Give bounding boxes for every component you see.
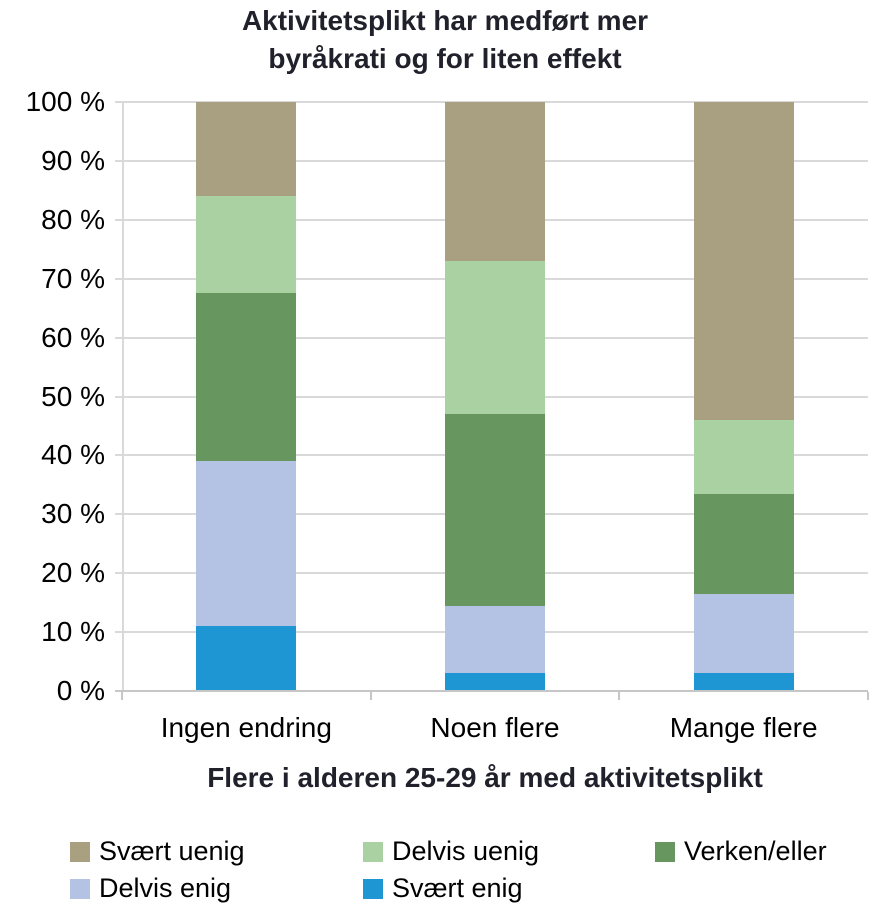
y-axis-tick-label: 80 % <box>41 203 105 235</box>
legend-label: Delvis enig <box>99 873 232 903</box>
legend-item: Svært uenig <box>70 836 245 867</box>
legend-item: Delvis uenig <box>363 836 539 867</box>
bar-segment <box>445 605 545 674</box>
bar-segment <box>196 293 297 462</box>
y-axis-tick-label: 30 % <box>41 498 105 530</box>
x-axis-tick <box>369 692 372 700</box>
bar-segment <box>693 420 794 494</box>
legend-swatch <box>655 841 675 862</box>
chart-title-line-2: byråkrati og for liten effekt <box>268 43 622 74</box>
y-axis-tick-label: 70 % <box>41 262 105 294</box>
bar-segment <box>196 196 297 294</box>
bar-segment <box>196 461 297 627</box>
bar-segment <box>693 102 794 421</box>
legend-item: Svært enig <box>363 873 523 904</box>
y-axis-tick-label: 50 % <box>41 380 105 412</box>
legend-swatch <box>70 841 90 862</box>
legend-item: Delvis enig <box>70 873 231 904</box>
legend-swatch <box>363 878 383 899</box>
bar-segment <box>693 493 794 594</box>
category-label: Mange flere <box>669 712 818 743</box>
category-label: Noen flere <box>430 712 560 743</box>
y-axis-tick-label: 40 % <box>41 439 105 471</box>
legend-item: Verken/eller <box>655 836 827 867</box>
x-axis-tick <box>121 692 123 700</box>
bar-segment <box>445 673 545 691</box>
x-axis-tick <box>618 692 621 700</box>
legend-swatch <box>70 878 90 899</box>
chart-title-line-1: Aktivitetsplikt har medført mer <box>241 5 649 36</box>
bar-segment <box>196 102 297 197</box>
y-axis-tick-label: 90 % <box>41 144 105 176</box>
legend-label: Svært uenig <box>99 836 245 866</box>
legend-label: Verken/eller <box>684 836 827 866</box>
legend-label: Delvis uenig <box>392 836 540 866</box>
x-axis-line <box>115 690 868 692</box>
legend-label: Svært enig <box>392 873 523 903</box>
y-axis-tick-label: 60 % <box>41 321 105 353</box>
bar-segment <box>196 626 297 691</box>
chart-title: Aktivitetsplikt har medført mer byråkrat… <box>20 2 870 78</box>
bar-segment <box>445 261 545 415</box>
bar-segment <box>693 673 794 691</box>
y-axis-line <box>122 102 124 691</box>
y-axis-tick-label: 0 % <box>56 675 105 706</box>
y-axis-tick-label: 20 % <box>41 557 105 589</box>
bar-segment <box>445 102 545 262</box>
y-axis-tick-label: 10 % <box>41 616 105 648</box>
x-axis-title: Flere i alderen 25-29 år med aktivitetsp… <box>207 762 763 793</box>
x-axis-tick <box>867 692 869 700</box>
category-label: Ingen endring <box>160 712 332 743</box>
legend-swatch <box>363 841 383 862</box>
y-axis-tick-label: 100 % <box>25 86 105 117</box>
bar-segment <box>693 593 794 674</box>
bar-segment <box>445 414 545 606</box>
